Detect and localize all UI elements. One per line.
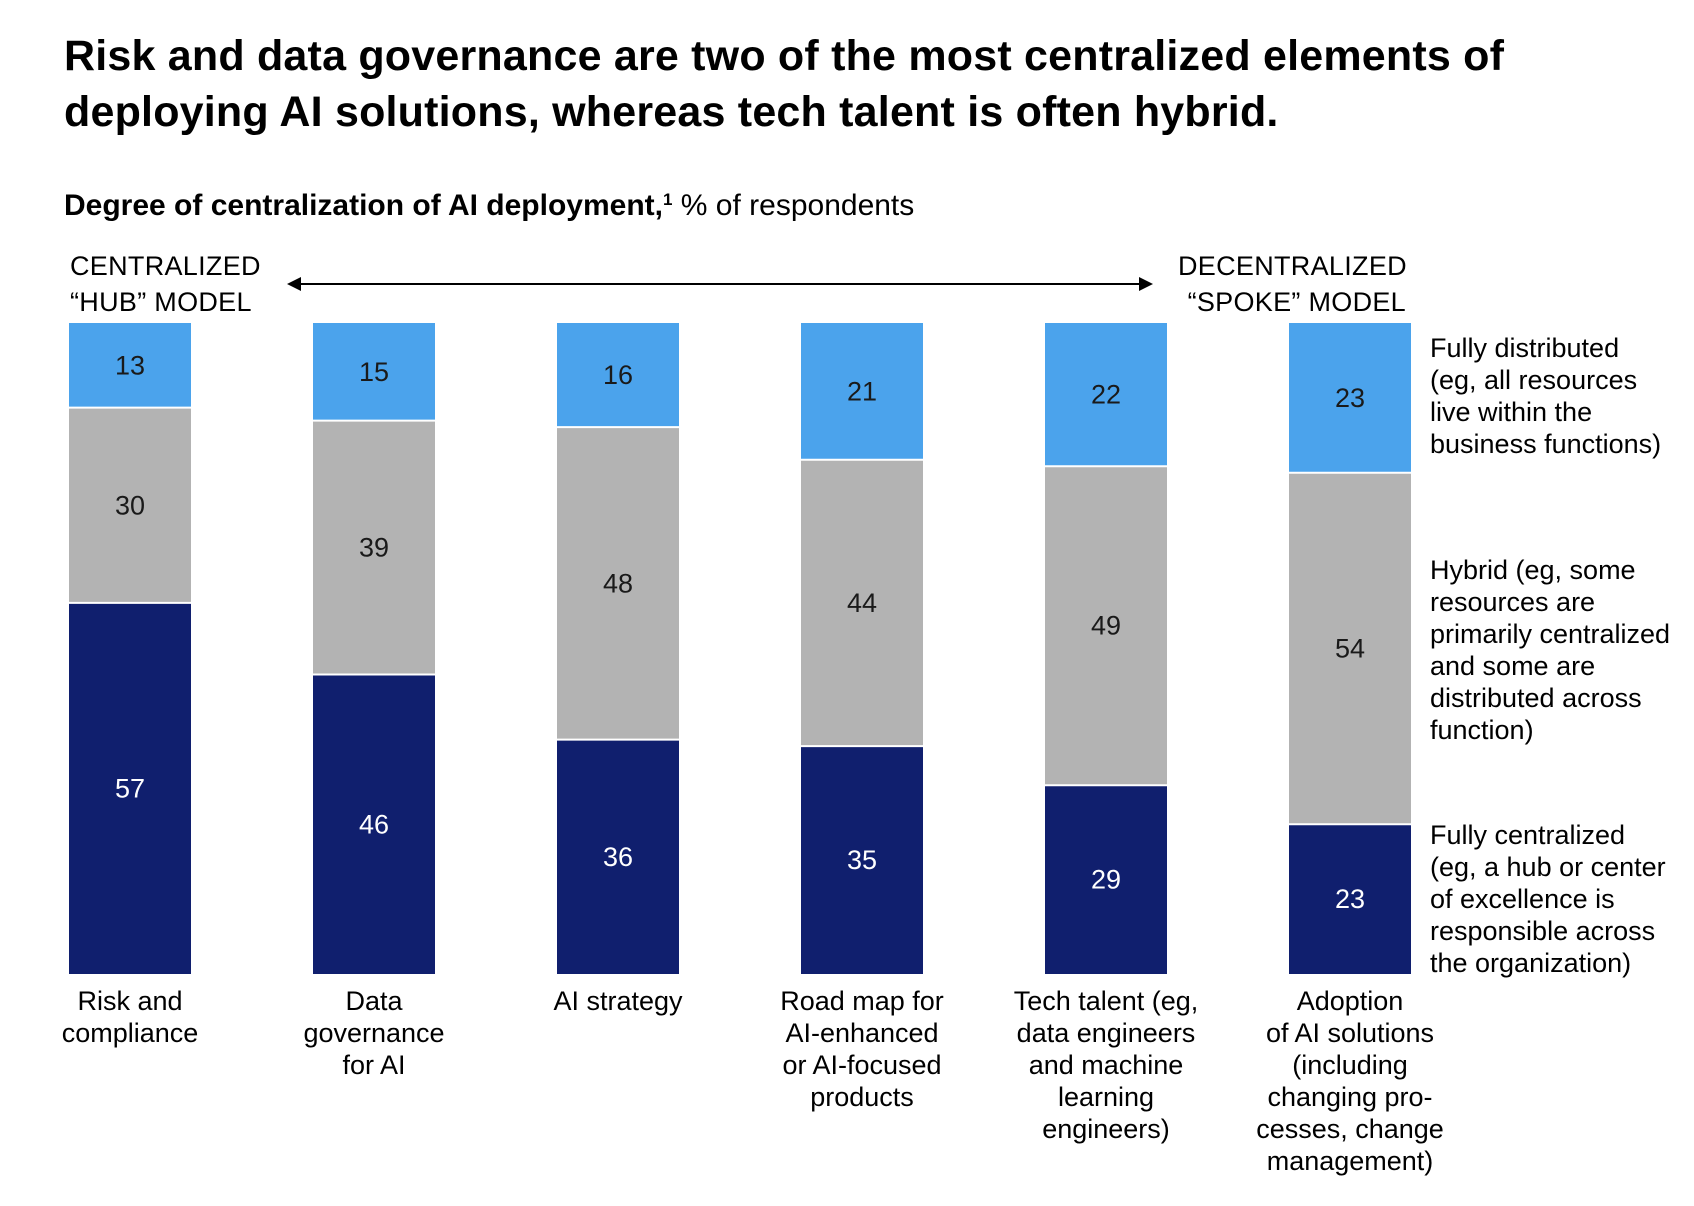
legend-line: business functions) [1430, 429, 1662, 459]
category-label-line: (including [1292, 1050, 1408, 1080]
category-label-4: Road map for AI-enhanced or AI-focused prod… [742, 985, 982, 1113]
chart-headline: Risk and data governance are two of the … [64, 32, 1505, 136]
category-label-line: for AI [342, 1050, 406, 1080]
bar-segment-hybrid-1 [69, 407, 191, 603]
category-label-line: cesses, change [1256, 1114, 1444, 1144]
legend-line: (eg, a hub or center [1430, 852, 1666, 882]
bar-segment-hybrid-4 [801, 459, 923, 747]
category-label-line: governance [303, 1018, 445, 1048]
legend-line: responsible across [1430, 916, 1656, 946]
category-label-line: changing pro- [1267, 1082, 1433, 1112]
bar-segment-fully-distributed-3 [557, 323, 679, 428]
legend-line: Fully distributed [1430, 333, 1620, 363]
category-label-line: engineers) [1042, 1114, 1170, 1144]
axis-label-decentralized: DECENTRALIZED “SPOKE” MODEL [1178, 248, 1407, 320]
category-label-line: AI strategy [553, 986, 683, 1016]
category-label-line: data engineers [1016, 1018, 1196, 1048]
bar-segment-hybrid-6 [1289, 472, 1411, 825]
axis-right-line1: DECENTRALIZED [1178, 251, 1407, 281]
bar-segment-fully-distributed-4 [801, 323, 923, 460]
category-label-line: management) [1266, 1146, 1434, 1176]
category-label-5: Tech talent (eg, data engineers and machin… [986, 985, 1226, 1145]
category-label-line: AI-enhanced [785, 1018, 939, 1048]
data-label-fully-distributed-3: 16 [603, 360, 633, 390]
category-label-line: products [810, 1082, 914, 1112]
category-label-line: Data [345, 986, 403, 1016]
legend-line: resources are [1430, 587, 1596, 617]
category-label-line: Tech talent (eg, [1013, 986, 1199, 1016]
data-label-hybrid-3: 48 [603, 568, 633, 598]
legend-fully-distributed: Fully distributed (eg, all resources live … [1430, 332, 1692, 460]
legend-fully-centralized: Fully centralized (eg, a hub or center of … [1430, 819, 1692, 979]
axis-right-line2: “SPOKE” MODEL [1187, 287, 1406, 317]
category-label-line: Risk and [77, 986, 183, 1016]
bar-segment-fully-distributed-1 [69, 323, 191, 408]
data-label-hybrid-5: 49 [1091, 611, 1121, 641]
legend-line: and some are [1430, 651, 1596, 681]
subtitle-footnote: 1 [662, 190, 673, 209]
subtitle-bold: Degree of centralization of AI deploymen… [64, 189, 663, 222]
arrow-right-head-icon [1139, 277, 1153, 291]
subtitle-unit: % of respondents [672, 189, 915, 222]
legend-line: live within the [1430, 397, 1593, 427]
category-label-line: learning [1057, 1082, 1155, 1112]
bar-segment-fully-centralized-5 [1045, 785, 1167, 974]
legend-line: distributed across [1430, 683, 1642, 713]
bar-segment-fully-centralized-1 [69, 602, 191, 974]
data-label-fully-centralized-4: 35 [847, 845, 877, 875]
legend-hybrid: Hybrid (eg, some resources are primarily c… [1430, 554, 1692, 746]
legend-line: Hybrid (eg, some [1430, 555, 1636, 585]
bar-segment-hybrid-3 [557, 427, 679, 740]
data-label-fully-distributed-5: 22 [1091, 380, 1121, 410]
legend-line: primarily centralized [1430, 619, 1671, 649]
legend-line: of excellence is [1430, 884, 1615, 914]
category-label-6: Adoption of AI solutions (including changin… [1230, 985, 1470, 1177]
category-label-line: or AI-focused [782, 1050, 942, 1080]
axis-label-centralized: CENTRALIZED “HUB” MODEL [70, 248, 261, 320]
bars-group: 13 30 57 15 39 46 16 48 36 21 44 35 22 49 29 23 54 23 [69, 323, 1411, 974]
bar-segment-fully-distributed-2 [313, 323, 435, 421]
data-label-fully-distributed-2: 15 [359, 357, 389, 387]
category-label-3: AI strategy [498, 985, 738, 1017]
legend-line: (eg, all resources [1430, 365, 1638, 395]
category-label-line: and machine [1028, 1050, 1184, 1080]
data-label-fully-centralized-2: 46 [359, 809, 389, 839]
chart-subtitle: Degree of centralization of AI deploymen… [64, 186, 914, 226]
bar-segment-fully-distributed-5 [1045, 323, 1167, 467]
axis-left-line1: CENTRALIZED [70, 251, 261, 281]
category-label-line: of AI solutions [1265, 1018, 1435, 1048]
arrow-left-head-icon [287, 277, 301, 291]
bar-segment-hybrid-5 [1045, 466, 1167, 786]
bar-segment-fully-distributed-6 [1289, 323, 1411, 473]
legend-line: function) [1430, 715, 1534, 745]
axis-left-line2: “HUB” MODEL [70, 287, 252, 317]
legend-line: the organization) [1430, 948, 1632, 978]
data-label-hybrid-2: 39 [359, 533, 389, 563]
data-label-fully-distributed-6: 23 [1335, 383, 1365, 413]
category-label-1: Risk and compliance [10, 985, 250, 1049]
bar-segment-fully-centralized-2 [313, 674, 435, 974]
bar-segment-fully-centralized-6 [1289, 824, 1411, 974]
bar-segment-fully-centralized-3 [557, 739, 679, 974]
data-label-hybrid-4: 44 [847, 588, 877, 618]
data-label-fully-centralized-1: 57 [115, 773, 145, 803]
category-label-2: Data governance for AI [254, 985, 494, 1081]
data-label-fully-distributed-1: 13 [115, 350, 145, 380]
bar-segment-fully-centralized-4 [801, 746, 923, 974]
category-label-line: compliance [61, 1018, 199, 1048]
bar-segment-hybrid-2 [313, 420, 435, 675]
category-label-line: Road map for [780, 986, 944, 1016]
data-label-fully-centralized-6: 23 [1335, 884, 1365, 914]
data-label-fully-distributed-4: 21 [847, 376, 877, 406]
data-label-fully-centralized-5: 29 [1091, 865, 1121, 895]
category-label-line: Adoption [1296, 986, 1404, 1016]
data-label-hybrid-6: 54 [1335, 634, 1365, 664]
data-label-hybrid-1: 30 [115, 490, 145, 520]
legend-line: Fully centralized [1430, 820, 1626, 850]
data-label-fully-centralized-3: 36 [603, 842, 633, 872]
